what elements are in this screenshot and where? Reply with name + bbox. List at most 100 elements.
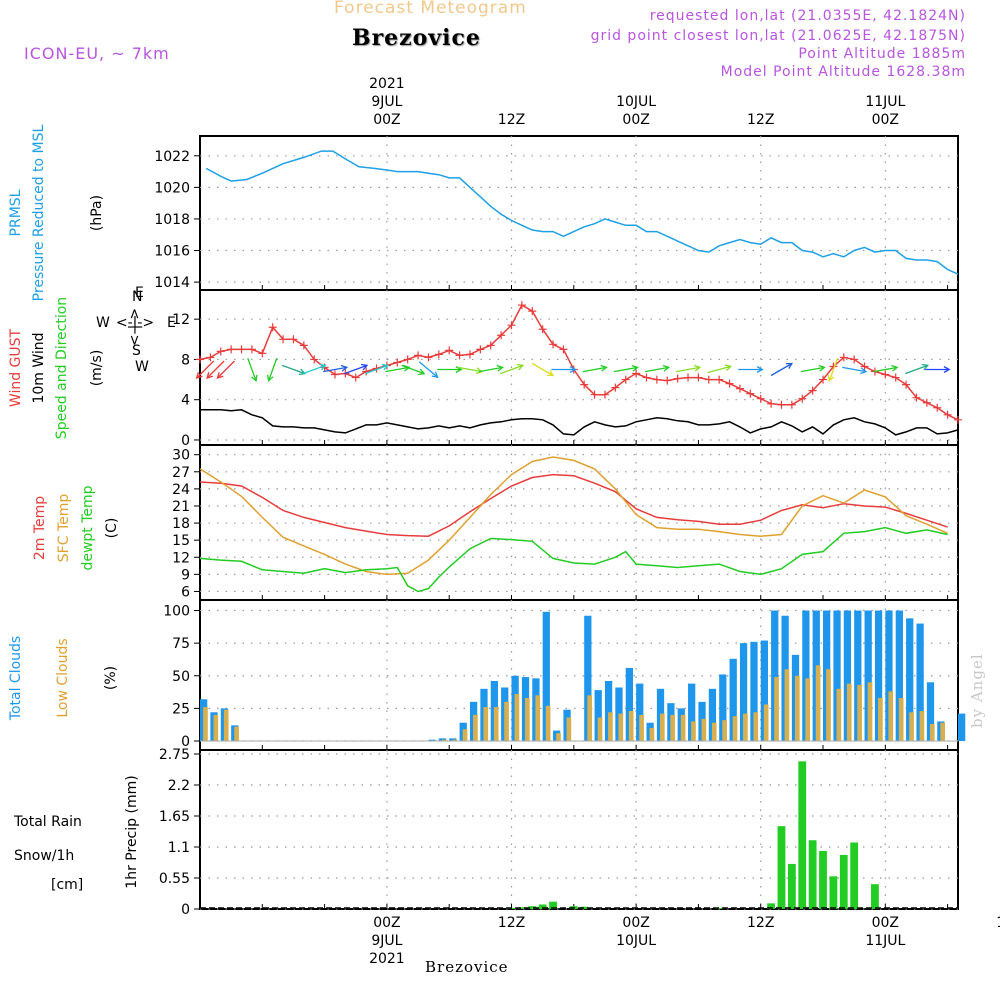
gust-marker <box>559 345 568 354</box>
gust-marker <box>652 375 661 384</box>
gust-marker <box>902 380 911 389</box>
y-tick-label: 0 <box>181 902 190 918</box>
wind-arrow-shaft <box>613 366 638 373</box>
gust-marker <box>808 386 817 395</box>
low-cloud-bar <box>711 722 717 741</box>
y-tick-label: 18 <box>172 516 190 532</box>
y-tick-label: 1022 <box>154 149 190 165</box>
wind-arrow-head <box>662 364 671 372</box>
gust-marker <box>933 403 942 412</box>
gust-marker <box>922 398 931 407</box>
gust-marker <box>891 373 900 382</box>
gust-marker <box>351 373 360 382</box>
gust-marker <box>850 355 859 364</box>
low-cloud-bar <box>857 684 862 741</box>
gust-marker <box>819 375 828 384</box>
top-time-label: 00Z <box>373 112 400 128</box>
bottom-time-label: 00Z <box>373 915 400 931</box>
model-label: ICON-EU, ~ 7km <box>24 44 170 63</box>
panel-wind: 0 4 8 12 Wind GUST 10m Wind Speed and Directio… <box>8 285 962 449</box>
gust-marker <box>424 353 433 362</box>
total-cloud-bar <box>584 615 592 741</box>
gust-marker <box>954 415 962 424</box>
wind-arrow-head <box>216 372 224 379</box>
gust-marker <box>787 400 796 409</box>
low-cloud-bar <box>223 709 229 741</box>
wind-arrow-head <box>631 364 639 372</box>
bottom-time-label: 9JUL <box>371 933 402 949</box>
wind-arrow-shaft <box>644 366 669 373</box>
panel-precip: 0 0.55 1.1 1.65 2.2 2.75 Total Rain Snow/1h [cm]… <box>13 747 959 918</box>
low-cloud-bar <box>525 697 530 741</box>
gust-marker <box>196 355 204 364</box>
gust-marker <box>746 389 755 398</box>
wind-arrow-shaft <box>385 366 410 373</box>
low-cloud-bar <box>836 688 842 741</box>
low-cloud-bar <box>898 697 904 741</box>
gust-marker <box>237 345 246 354</box>
total-cloud-bar <box>688 683 696 741</box>
gust-marker <box>497 331 506 340</box>
wind-arrow-shaft <box>196 360 215 379</box>
wind-arrow <box>873 364 899 373</box>
low-cloud-bar <box>452 739 457 741</box>
gust-marker <box>403 355 412 364</box>
point-altitude: Point Altitude 1885m <box>798 46 966 62</box>
wind-arrow-shaft <box>267 358 278 381</box>
wind-arrow-shaft <box>904 364 928 375</box>
low-cloud-bar <box>473 714 478 741</box>
precip-bar <box>715 907 724 909</box>
wind-arrow <box>904 363 930 375</box>
gust-marker <box>777 400 786 409</box>
top-time-label: 00Z <box>622 112 649 128</box>
gust-marker <box>455 351 464 360</box>
total-cloud-bar <box>428 739 436 741</box>
requested-location: requested lon,lat (21.0355E, 42.1824N) <box>649 8 966 24</box>
compass-s: S <box>132 343 141 359</box>
low-cloud-bar <box>441 739 447 741</box>
wind-arrow-shaft <box>365 364 389 375</box>
wind-arrow <box>827 358 839 383</box>
gust-marker <box>632 369 641 378</box>
low-cloud-bar <box>680 714 686 741</box>
gust-marker <box>507 321 516 330</box>
y-tick-label: 12 <box>172 550 190 566</box>
gust-marker <box>434 350 443 359</box>
wind-arrow <box>770 362 794 377</box>
precip-bar <box>829 876 838 909</box>
wind-arrow <box>216 360 235 379</box>
total-cloud-bar <box>906 618 914 741</box>
wind-arrow-head <box>251 374 258 383</box>
wind-arrow <box>500 363 525 375</box>
total-cloud-bar <box>843 610 852 741</box>
y-tick-label: 0.55 <box>159 871 190 887</box>
y-tick-label: 2.2 <box>168 778 190 794</box>
y-tick-label: 30 <box>172 448 190 464</box>
precip-bar <box>819 850 827 909</box>
gust-marker <box>486 341 495 350</box>
y-tick-label: 8 <box>181 352 190 368</box>
top-time-label: 11JUL <box>865 94 905 110</box>
wind-arrow-shaft <box>873 366 898 373</box>
gust-marker <box>445 346 454 355</box>
series-line-sfc-temp <box>199 456 948 576</box>
wind-arrow-head <box>724 364 733 372</box>
y-tick-label: 75 <box>172 636 190 652</box>
wind-arrow-shaft <box>247 358 257 381</box>
precip-bar <box>808 840 817 909</box>
total-cloud-bar <box>926 682 935 741</box>
low-cloud-bar <box>587 695 592 741</box>
panel-frame <box>199 749 959 910</box>
low-cloud-bar <box>753 712 759 741</box>
low-cloud-bar <box>867 682 873 741</box>
gust-marker <box>621 375 630 384</box>
low-cloud-bar <box>909 712 914 741</box>
footer-station: Brezovice <box>425 958 509 976</box>
compass-n: N <box>132 289 142 305</box>
precip-bar <box>517 907 526 909</box>
y-tick-label: 12 <box>172 312 190 328</box>
gust-marker <box>860 362 869 371</box>
low-cloud-bar <box>213 714 219 741</box>
y-tick-label: 1018 <box>154 212 190 228</box>
wind-arrow <box>707 364 733 374</box>
